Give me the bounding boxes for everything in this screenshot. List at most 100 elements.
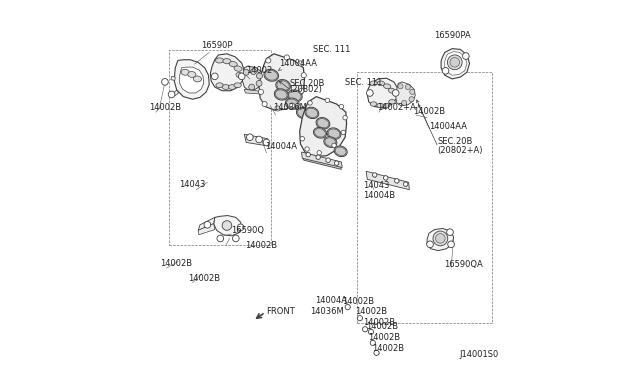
Ellipse shape [265,70,278,80]
Ellipse shape [306,108,317,118]
Text: 14004A: 14004A [316,296,348,305]
Ellipse shape [287,99,298,108]
Ellipse shape [315,129,325,137]
Circle shape [299,88,304,93]
Circle shape [410,89,415,94]
Ellipse shape [264,69,278,81]
Polygon shape [198,224,215,235]
Text: 14004A: 14004A [264,142,296,151]
Ellipse shape [335,147,346,155]
Circle shape [395,179,399,183]
Ellipse shape [287,90,302,102]
Circle shape [222,221,232,230]
Ellipse shape [181,69,189,75]
Circle shape [403,182,408,186]
Text: 14002B: 14002B [372,344,404,353]
Circle shape [427,241,433,248]
Text: 14004AA: 14004AA [429,122,467,131]
Ellipse shape [314,128,326,138]
Text: 14043: 14043 [179,180,205,189]
Circle shape [290,103,295,108]
Polygon shape [244,134,269,146]
Text: 14036M: 14036M [273,103,307,112]
Ellipse shape [317,119,329,128]
Text: 14002B: 14002B [364,318,396,327]
Circle shape [162,78,168,85]
Circle shape [383,176,388,180]
Ellipse shape [296,107,310,119]
Circle shape [367,90,373,96]
Ellipse shape [276,80,291,92]
Circle shape [256,136,262,143]
Circle shape [204,221,211,228]
Circle shape [249,84,255,90]
Circle shape [316,155,321,160]
Ellipse shape [324,137,337,147]
Circle shape [463,53,469,60]
Text: (20802): (20802) [290,86,323,94]
Polygon shape [211,54,244,91]
Text: FRONT: FRONT [266,307,295,316]
Text: 14002B: 14002B [355,307,387,316]
Polygon shape [259,54,305,110]
Text: SEC. 111: SEC. 111 [345,78,383,87]
Circle shape [239,73,245,80]
Polygon shape [396,82,415,106]
Text: J14001S0: J14001S0 [460,350,499,359]
Circle shape [343,115,348,120]
Circle shape [305,147,309,151]
Ellipse shape [388,100,396,104]
Polygon shape [198,217,215,230]
Circle shape [433,231,448,246]
Text: 14036M: 14036M [310,307,344,316]
Circle shape [256,80,262,86]
Circle shape [262,102,268,107]
Circle shape [357,315,362,321]
Ellipse shape [334,146,347,157]
Ellipse shape [222,85,230,89]
Circle shape [263,139,270,146]
Ellipse shape [370,102,377,106]
Text: 14002+A: 14002+A [377,103,416,112]
Circle shape [266,58,271,63]
Ellipse shape [193,76,202,82]
Text: 14002B: 14002B [368,333,400,342]
Ellipse shape [377,81,385,86]
Circle shape [300,137,305,141]
Circle shape [325,98,330,103]
Ellipse shape [298,108,309,118]
Polygon shape [214,215,242,236]
Ellipse shape [316,118,330,129]
Circle shape [374,350,379,356]
Ellipse shape [383,103,390,108]
Ellipse shape [275,90,287,99]
Polygon shape [301,152,342,167]
Ellipse shape [289,91,301,101]
Circle shape [345,305,350,310]
Ellipse shape [236,73,244,78]
Text: 14002B: 14002B [245,241,278,250]
Circle shape [332,143,336,148]
Circle shape [341,130,346,135]
Circle shape [362,327,367,332]
Polygon shape [180,67,204,93]
Circle shape [398,84,403,89]
Circle shape [243,69,249,75]
Ellipse shape [216,58,223,63]
Polygon shape [174,60,209,99]
Text: SEC.20B: SEC.20B [437,137,473,146]
Circle shape [259,89,264,94]
Circle shape [168,91,175,98]
Circle shape [237,224,244,231]
Polygon shape [173,90,179,96]
Circle shape [217,235,223,242]
Polygon shape [171,76,175,80]
Text: SEC. 111: SEC. 111 [312,45,350,54]
Ellipse shape [370,81,377,86]
Circle shape [251,68,257,74]
Ellipse shape [228,85,236,89]
Polygon shape [366,171,410,190]
Text: 14002B: 14002B [161,259,193,268]
Ellipse shape [275,89,288,100]
Ellipse shape [377,103,383,108]
